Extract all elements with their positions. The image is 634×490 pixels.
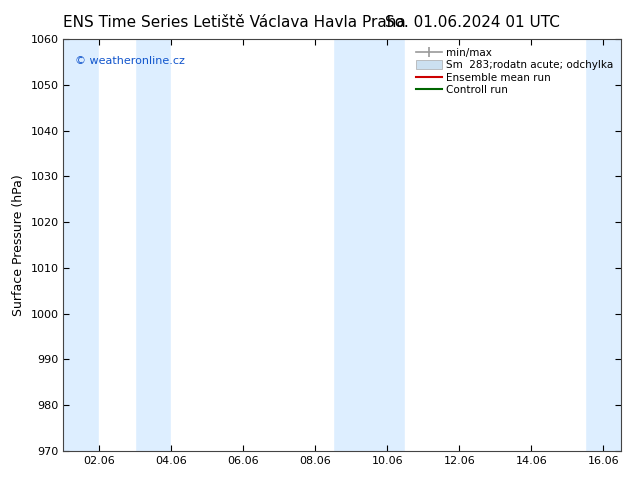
- Text: So. 01.06.2024 01 UTC: So. 01.06.2024 01 UTC: [385, 15, 560, 30]
- Legend: min/max, Sm  283;rodatn acute; odchylka, Ensemble mean run, Controll run: min/max, Sm 283;rodatn acute; odchylka, …: [412, 45, 616, 98]
- Y-axis label: Surface Pressure (hPa): Surface Pressure (hPa): [12, 174, 25, 316]
- Text: © weatheronline.cz: © weatheronline.cz: [75, 56, 184, 66]
- Bar: [405, 39, 585, 451]
- Text: ENS Time Series Letiště Václava Havla Praha: ENS Time Series Letiště Václava Havla Pr…: [63, 15, 406, 30]
- Bar: [100, 39, 136, 451]
- Bar: [171, 39, 333, 451]
